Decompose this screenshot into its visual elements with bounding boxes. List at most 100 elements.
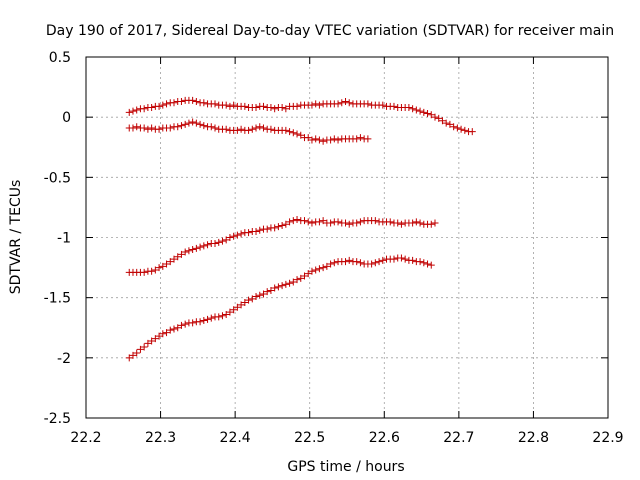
data-point: [215, 238, 223, 246]
y-axis-label: SDTVAR / TECUs: [8, 180, 24, 295]
data-series: [125, 96, 476, 362]
data-point: [159, 101, 167, 109]
data-point: [189, 96, 197, 104]
data-point: [435, 114, 443, 122]
data-point: [177, 122, 185, 130]
data-point: [144, 125, 152, 133]
data-point: [148, 267, 156, 275]
data-point: [308, 101, 316, 109]
data-point: [424, 260, 432, 268]
chart-title: Day 190 of 2017, Sidereal Day-to-day VTE…: [46, 23, 614, 39]
data-point: [342, 219, 350, 227]
data-point: [286, 218, 294, 226]
data-point: [278, 104, 286, 112]
data-point: [230, 232, 238, 240]
data-point: [424, 110, 432, 118]
data-point: [174, 324, 182, 332]
data-point: [412, 218, 420, 226]
data-point: [211, 100, 219, 108]
data-point: [286, 128, 294, 136]
data-point: [278, 282, 286, 290]
data-point: [181, 248, 189, 256]
data-point: [308, 136, 316, 144]
data-point: [431, 219, 439, 227]
x-tick-label: 22.3: [145, 430, 176, 446]
data-point: [263, 288, 271, 296]
data-point: [233, 231, 241, 239]
data-point: [271, 284, 279, 292]
data-point: [181, 320, 189, 328]
data-point: [237, 230, 245, 238]
x-tick-label: 22.5: [294, 430, 325, 446]
data-point: [427, 220, 435, 228]
data-point: [461, 126, 469, 134]
data-point: [278, 221, 286, 229]
data-point: [133, 123, 141, 131]
data-point: [129, 107, 137, 115]
data-point: [412, 106, 420, 114]
data-point: [442, 119, 450, 127]
y-tick-label: -0.5: [44, 170, 71, 186]
data-point: [297, 274, 305, 282]
data-point: [170, 255, 178, 263]
series-series-3: [125, 215, 439, 276]
data-point: [166, 124, 174, 132]
x-tick-label: 22.7: [443, 430, 474, 446]
data-point: [136, 345, 144, 353]
data-point: [204, 315, 212, 323]
x-tick-label: 22.9: [592, 430, 623, 446]
data-point: [397, 254, 405, 262]
data-point: [334, 218, 342, 226]
data-point: [446, 120, 454, 128]
data-point: [401, 255, 409, 263]
data-point: [177, 250, 185, 258]
data-point: [345, 256, 353, 264]
data-point: [282, 220, 290, 228]
data-point: [356, 259, 364, 267]
data-point: [200, 122, 208, 130]
data-point: [319, 264, 327, 272]
data-point: [163, 100, 171, 108]
data-point: [192, 244, 200, 252]
data-point: [140, 268, 148, 276]
data-point: [155, 102, 163, 110]
data-point: [189, 319, 197, 327]
x-tick-label: 22.6: [369, 430, 400, 446]
data-point: [312, 100, 320, 108]
data-point: [300, 272, 308, 280]
data-point: [177, 321, 185, 329]
data-point: [125, 354, 133, 362]
data-point: [267, 286, 275, 294]
data-point: [375, 258, 383, 266]
data-point: [204, 241, 212, 249]
y-tick-label: -1: [57, 231, 71, 247]
series-series-2: [125, 118, 372, 145]
data-point: [394, 219, 402, 227]
data-point: [237, 125, 245, 133]
data-point: [345, 99, 353, 107]
data-point: [304, 134, 312, 142]
data-point: [159, 262, 167, 270]
data-point: [356, 218, 364, 226]
data-point: [252, 292, 260, 300]
grid: [85, 56, 609, 419]
data-point: [338, 99, 346, 107]
data-point: [252, 124, 260, 132]
data-point: [159, 330, 167, 338]
data-point: [222, 125, 230, 133]
data-point: [196, 318, 204, 326]
data-point: [289, 217, 297, 225]
data-point: [237, 301, 245, 309]
data-point: [315, 218, 323, 226]
data-point: [409, 105, 417, 113]
data-point: [327, 219, 335, 227]
data-point: [222, 236, 230, 244]
data-point: [274, 223, 282, 231]
data-point: [323, 262, 331, 270]
x-tick-label: 22.4: [220, 430, 251, 446]
data-point: [211, 124, 219, 132]
data-point: [364, 100, 372, 108]
data-point: [252, 227, 260, 235]
data-point: [196, 243, 204, 251]
data-point: [166, 258, 174, 266]
